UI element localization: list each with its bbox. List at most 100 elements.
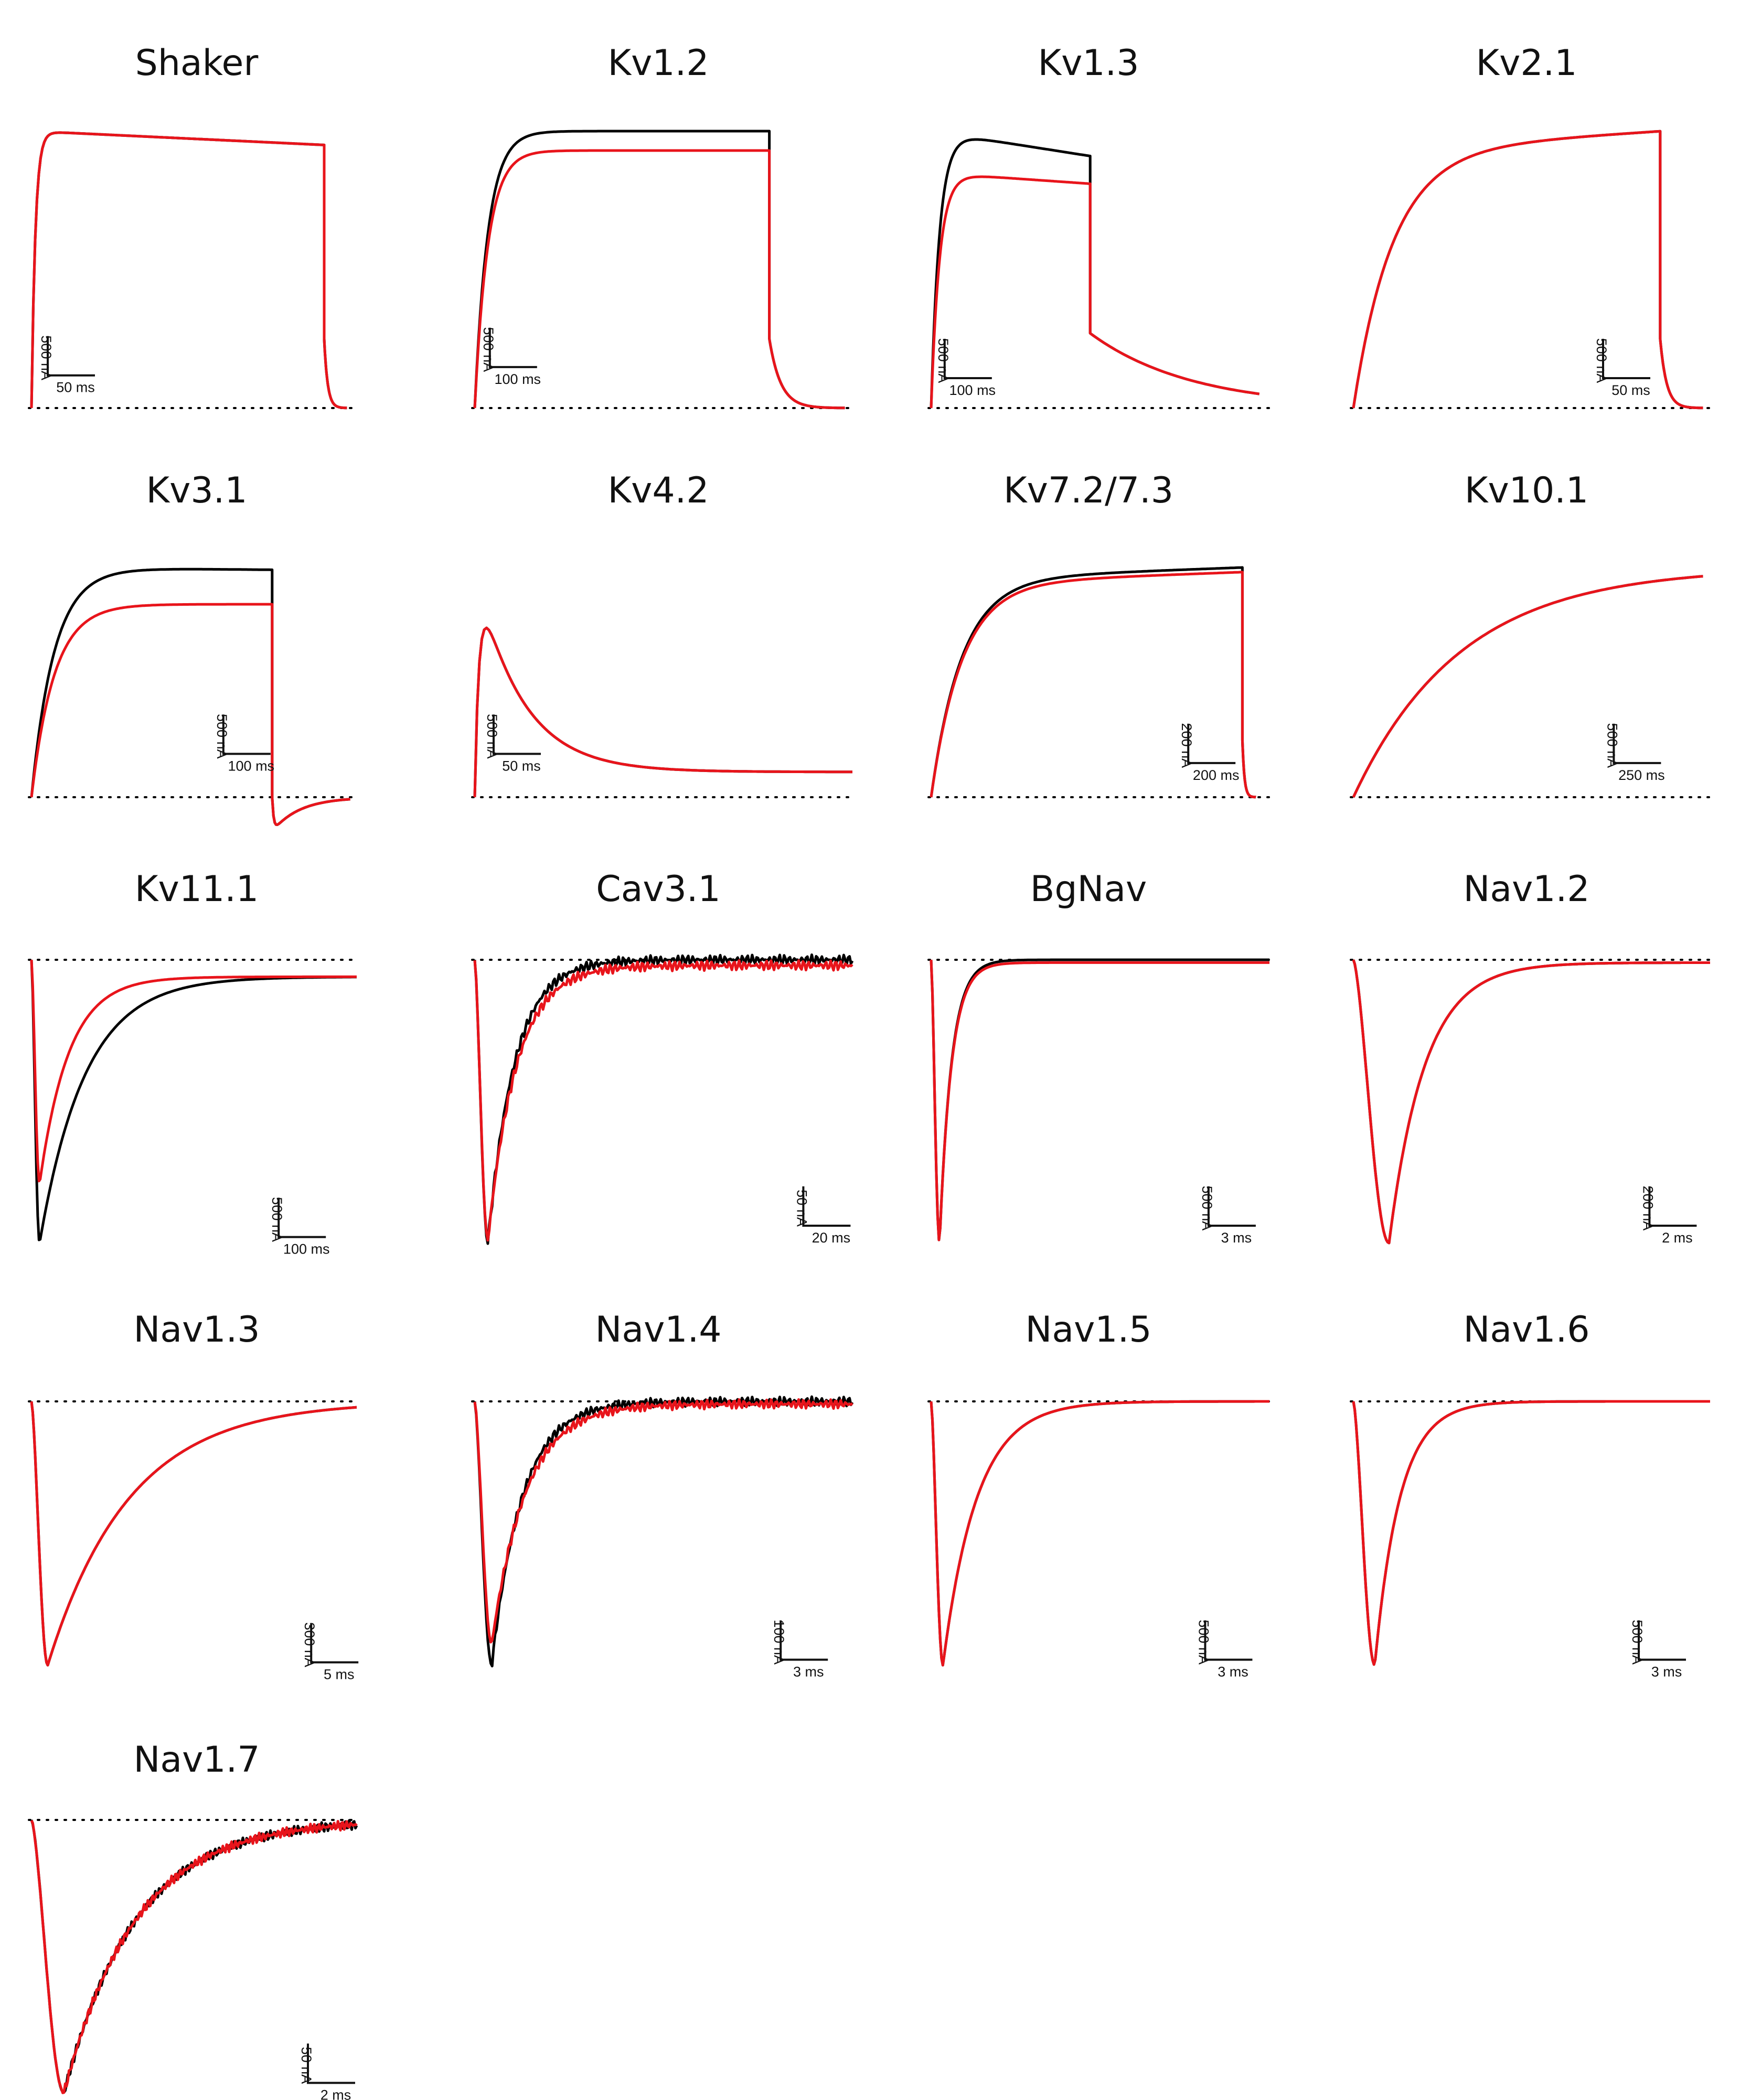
trace-red [30, 1819, 358, 2094]
trace-red [1352, 575, 1703, 798]
panel-nav1-4: Nav1.4 100 nA 3 ms [471, 1309, 854, 1679]
scale-bar-time-label: 2 ms [321, 2087, 351, 2100]
panel-title: Nav1.6 [1464, 1309, 1590, 1351]
scale-bar-time-label: 100 ms [495, 371, 541, 387]
scale-bar: 200 nA 2 ms [1640, 1186, 1697, 1246]
trace-red [1352, 1400, 1710, 1666]
scale-bar-lines [1638, 1620, 1686, 1661]
scale-bar-lines [493, 714, 541, 755]
scale-bar-lines [277, 1197, 326, 1238]
panel-title: Nav1.4 [595, 1309, 722, 1351]
trace-red [30, 1401, 357, 1667]
scale-bar-current-label: 500 nA [1195, 1620, 1211, 1665]
panel-nav1-2: Nav1.2 200 nA 2 ms [1350, 869, 1711, 1246]
panel-title: Kv10.1 [1465, 470, 1588, 511]
scale-bar-time-label: 3 ms [793, 1664, 824, 1679]
scale-bar-current-label: 50 nA [298, 2047, 314, 2084]
trace-red [1352, 959, 1710, 1245]
panel-title: Shaker [135, 42, 259, 84]
trace-red [930, 571, 1257, 799]
scale-bar-current-label: 500 nA [935, 338, 951, 383]
panel-title: Cav3.1 [596, 869, 721, 910]
scale-bar-lines [943, 339, 992, 379]
panel-nav1-3: Nav1.3 300 nA 5 ms [28, 1309, 359, 1683]
scale-bar-current-label: 50 nA [794, 1190, 809, 1227]
scale-bar: 500 nA 3 ms [1629, 1620, 1686, 1679]
scale-bar-lines [1204, 1620, 1253, 1661]
trace-red [473, 1398, 853, 1644]
scale-bar-lines [1187, 723, 1236, 764]
scale-bar-time-label: 20 ms [812, 1230, 851, 1246]
panel-nav1-7: Nav1.7 50 nA 2 ms [28, 1739, 358, 2100]
scale-bar-lines [1602, 339, 1650, 379]
scale-bar-time-label: 3 ms [1651, 1664, 1682, 1679]
scale-bar-time-label: 50 ms [502, 758, 541, 774]
scale-bar-lines [1613, 723, 1661, 764]
scale-bar-current-label: 500 nA [1199, 1186, 1215, 1231]
panel-title: Nav1.2 [1464, 869, 1590, 910]
scale-bar: 500 nA 3 ms [1195, 1620, 1253, 1679]
scale-bar: 50 nA 2 ms [298, 2043, 355, 2100]
scale-bar-current-label: 200 nA [1640, 1186, 1656, 1231]
trace-red [473, 959, 853, 1242]
scale-bar-lines [47, 336, 95, 377]
scale-bar-time-label: 3 ms [1221, 1230, 1252, 1246]
trace-red [473, 626, 852, 798]
panel-title: Nav1.3 [134, 1309, 260, 1351]
scale-bar-time-label: 200 ms [1193, 767, 1240, 783]
trace-red [930, 1400, 1269, 1667]
scale-bar-current-label: 500 nA [484, 714, 500, 759]
trace-red [30, 959, 357, 1183]
scale-bar-current-label: 200 nA [1179, 723, 1194, 768]
scale-bar-lines [780, 1620, 828, 1661]
trace-red [473, 149, 845, 410]
panel-title: Kv1.3 [1038, 42, 1139, 84]
panel-title: Kv4.2 [608, 470, 709, 511]
trace-red [30, 603, 350, 826]
scale-bar: 500 nA 3 ms [1199, 1186, 1256, 1246]
panel-nav1-6: Nav1.6 500 nA 3 ms [1350, 1309, 1711, 1679]
scale-bar-time-label: 100 ms [949, 382, 996, 398]
panel-title: BgNav [1030, 869, 1147, 910]
scale-bar-lines [488, 327, 537, 368]
scale-bar-lines [1648, 1186, 1697, 1227]
scale-bar-current-label: 500 nA [1629, 1620, 1645, 1665]
trace-red [930, 959, 1269, 1241]
scale-bar-current-label: 500 nA [1594, 338, 1609, 383]
scale-bar-time-label: 5 ms [324, 1667, 355, 1683]
scale-bar-lines [222, 714, 271, 755]
scale-bar-current-label: 100 nA [771, 1620, 787, 1665]
trace-black [473, 953, 854, 1245]
scale-bar-current-label: 500 nA [1604, 723, 1620, 768]
scale-bar-current-label: 500 nA [481, 327, 496, 372]
scale-bar-time-label: 3 ms [1218, 1664, 1248, 1679]
panel-title: Kv1.2 [608, 42, 709, 84]
scale-bar-current-label: 500 nA [269, 1197, 285, 1242]
scale-bar-time-label: 50 ms [56, 380, 95, 395]
panel-title: Kv3.1 [146, 470, 248, 511]
scale-bar-current-label: 500 nA [214, 714, 230, 759]
panel-title: Kv2.1 [1476, 42, 1577, 84]
scale-bar-current-label: 500 nA [38, 335, 54, 380]
panel-title: Kv11.1 [135, 869, 259, 910]
